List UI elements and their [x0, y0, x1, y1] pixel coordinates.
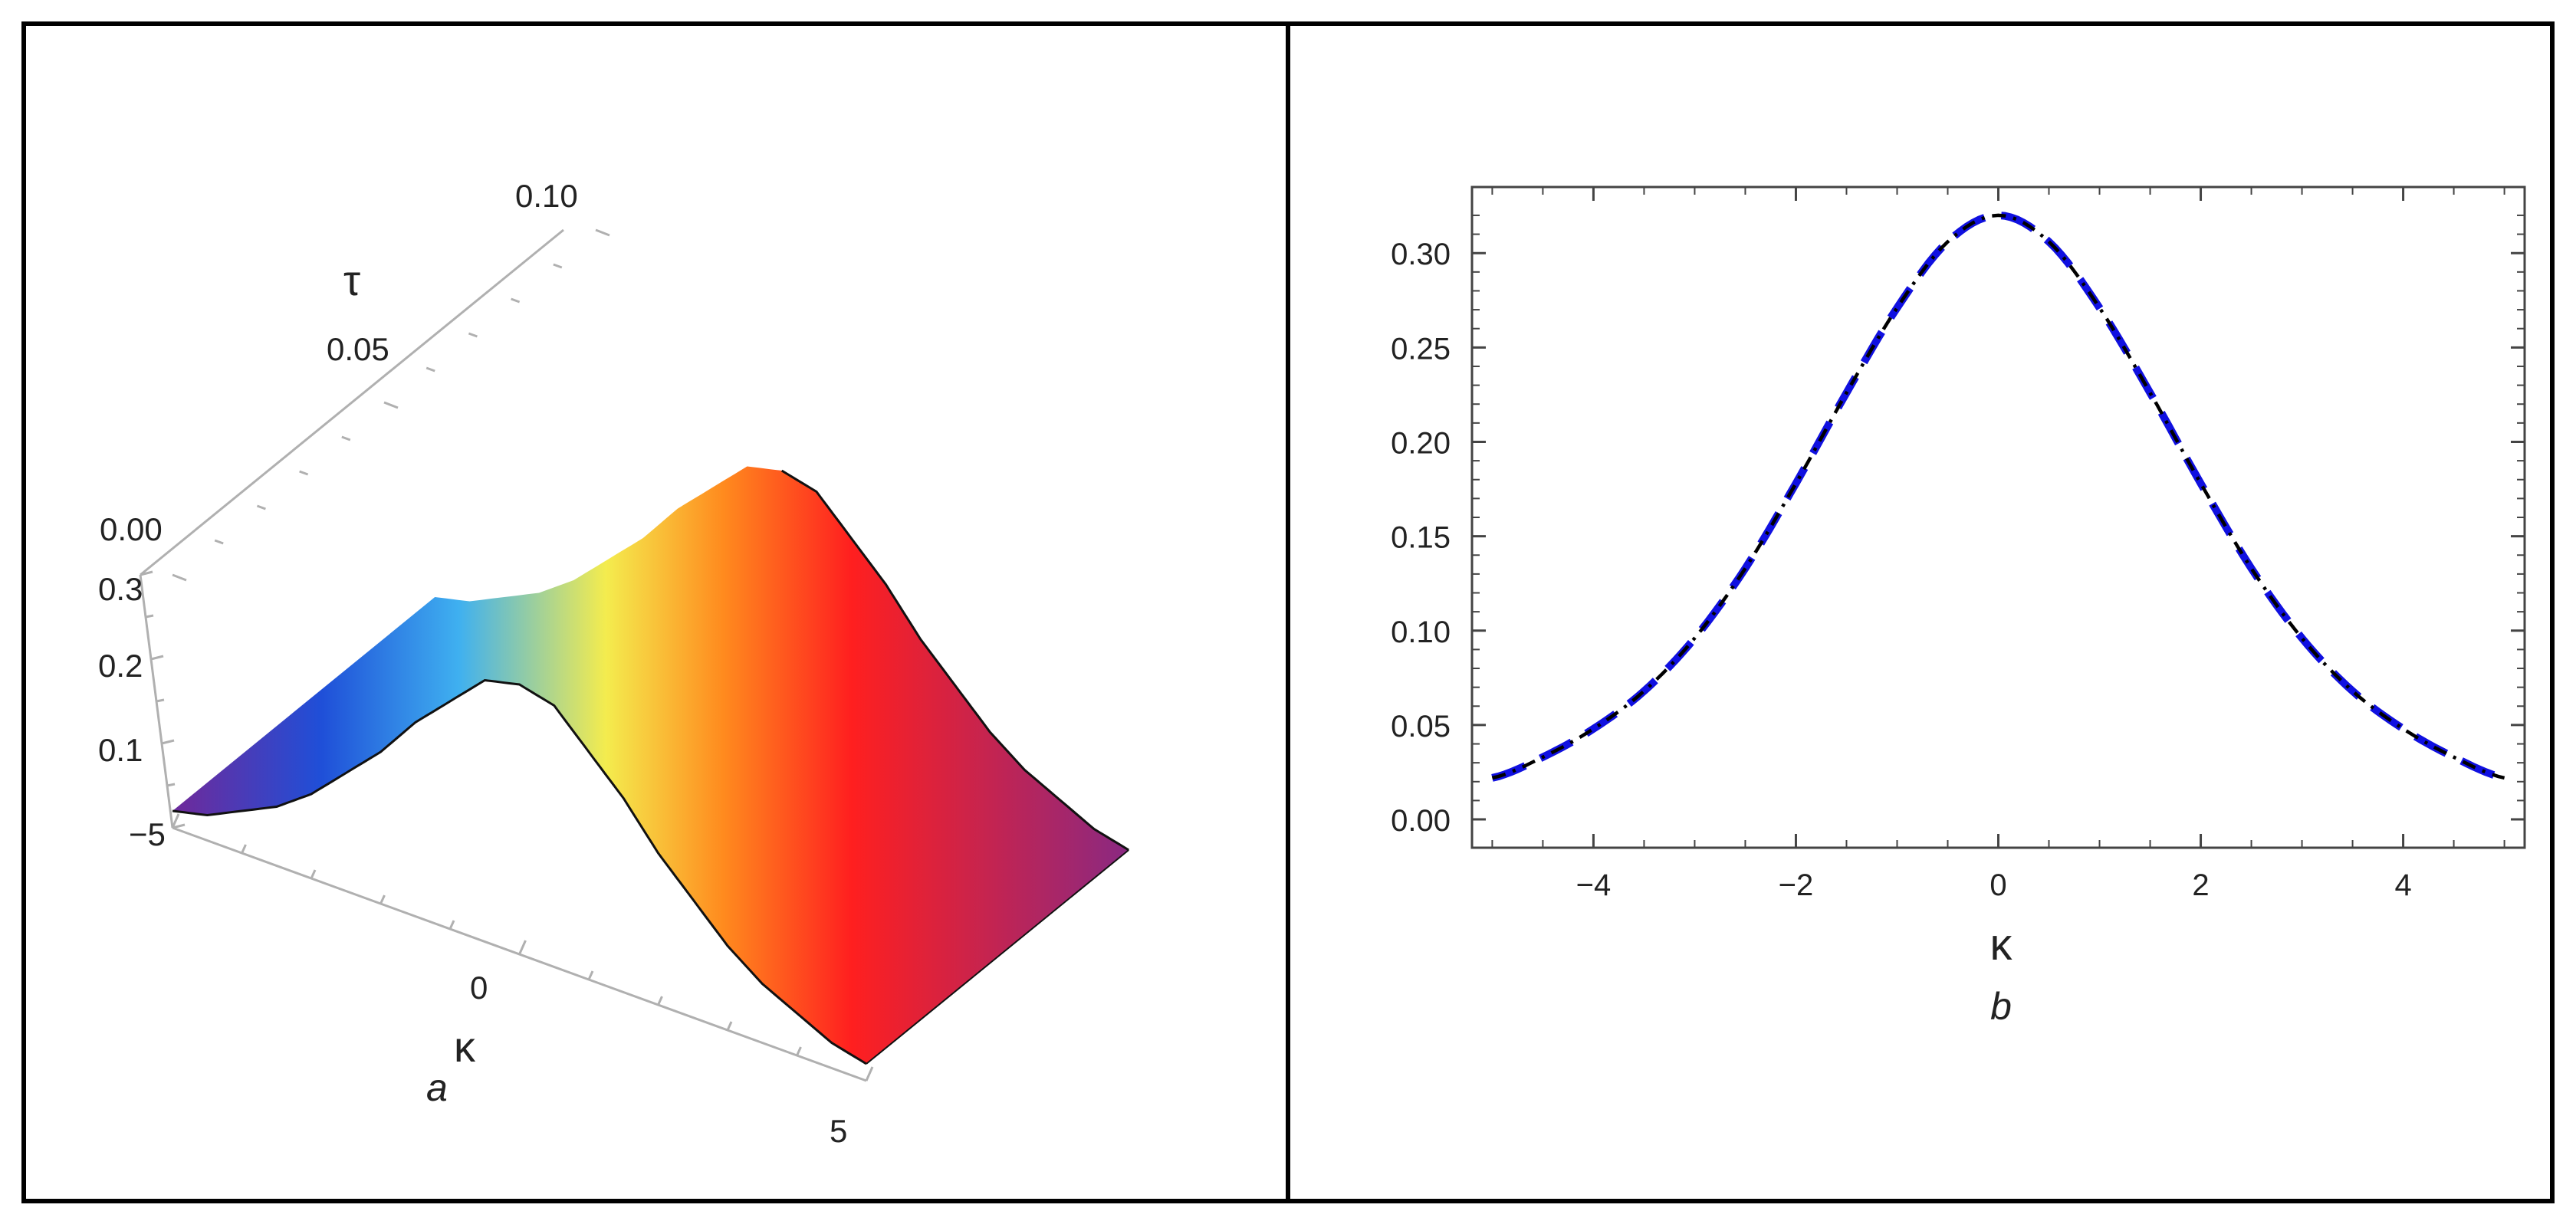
x-tick-label: −4 [1576, 868, 1612, 902]
kappa-tick [241, 844, 247, 854]
kappa-tick [726, 1021, 733, 1031]
kappa-tick-label-1: 0 [470, 970, 488, 1006]
panel-b-caption: b [1990, 985, 2012, 1028]
panel-a-caption: a [426, 1066, 448, 1109]
y-tick-label: 0.00 [1391, 804, 1451, 838]
y-tick-label: 0.15 [1391, 521, 1451, 555]
z-tick [172, 823, 186, 829]
kappa-tick [587, 970, 594, 980]
kappa-tick [449, 920, 455, 930]
z-tick-label-2: 0.2 [98, 648, 143, 684]
z-tick-label-3: 0.3 [98, 571, 143, 607]
tau-tick [256, 504, 266, 510]
tau-tick [341, 435, 351, 441]
z-tick [150, 655, 164, 661]
z-ticks [140, 570, 186, 829]
series-dashed-blue [1491, 211, 2505, 782]
tau-axis-label: τ [343, 256, 360, 304]
surface-back-edge [780, 469, 1129, 852]
kappa-axis-label: κ [454, 1022, 476, 1071]
tau-tick [468, 332, 478, 338]
tau-tick [553, 263, 563, 269]
tau-tick-label-1: 0.05 [327, 331, 389, 367]
kappa-tick [796, 1046, 802, 1056]
kappa-tick [310, 869, 317, 879]
series-dashdot-black [1491, 213, 2505, 780]
tau-tick [299, 470, 309, 476]
y-tick-labels: 0.00 0.05 0.10 0.15 0.20 0.25 0.30 [1391, 238, 1451, 838]
y-tick-label: 0.20 [1391, 426, 1451, 460]
z-tick [140, 570, 153, 576]
tau-tick [426, 366, 435, 373]
tau-tick [383, 401, 399, 409]
kappa-tick-label-0: −5 [129, 816, 166, 852]
z-tick [161, 739, 175, 745]
surface-top [172, 466, 1129, 1064]
kappa-tick [380, 894, 386, 904]
x-axis-label: κ [1990, 920, 2013, 970]
y-tick-label: 0.10 [1391, 615, 1451, 649]
tau-tick-label-2: 0.10 [515, 178, 578, 214]
z-tick [156, 698, 165, 703]
y-tick-label: 0.30 [1391, 238, 1451, 271]
plot-frame [1470, 185, 2526, 849]
z-tick-label-1: 0.1 [98, 732, 143, 768]
z-tick [145, 614, 154, 619]
panel-b-frame [1286, 21, 2555, 1203]
x-tick-label: −2 [1779, 868, 1814, 902]
kappa-tick [865, 1066, 874, 1082]
panel-a-surface-plot: 0.00 0.05 0.10 τ 0.3 0.2 0.1 −5 0 5 κ a [98, 178, 1129, 1149]
x-tick-label: 4 [2394, 868, 2411, 902]
tau-tick [595, 228, 610, 237]
surface-front-edge [172, 678, 867, 1065]
tau-ticks [172, 228, 610, 582]
tau-tick-label-0: 0.00 [100, 511, 163, 547]
y-tick-label: 0.05 [1391, 710, 1451, 743]
kappa-tick [171, 813, 180, 829]
tau-tick [511, 297, 521, 304]
plot-ticks [1472, 187, 2525, 848]
kappa-ticks [171, 813, 874, 1082]
tau-tick [214, 539, 224, 545]
tau-tick [172, 573, 187, 582]
x-tick-label: 2 [2192, 868, 2209, 902]
tau-axis-line [140, 228, 564, 576]
y-tick-label: 0.25 [1391, 332, 1451, 366]
x-tick-labels: −4 −2 0 2 4 [1576, 868, 2412, 902]
z-tick [166, 783, 176, 787]
kappa-tick [657, 996, 663, 1006]
x-tick-label: 0 [1990, 868, 2006, 902]
kappa-tick [518, 940, 527, 955]
surface-right-edge [866, 849, 1129, 1065]
kappa-tick-label-2: 5 [830, 1113, 847, 1149]
panel-b-line-plot: 0.00 0.05 0.10 0.15 0.20 0.25 0.30 −4 −2 0 2 4 κ b [1391, 185, 2526, 1028]
